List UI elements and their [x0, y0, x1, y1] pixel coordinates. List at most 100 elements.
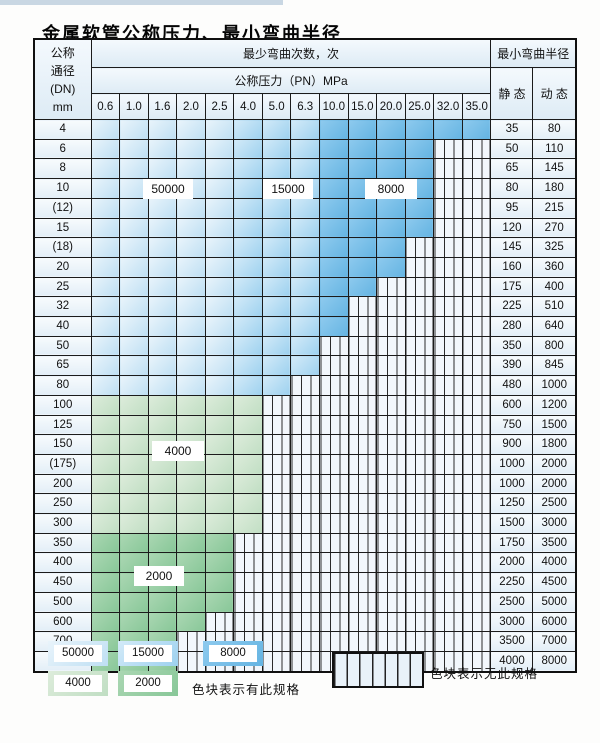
zone-label-4000: 4000 [152, 441, 204, 461]
dn-cell: (18) [33, 237, 92, 258]
nospec-cell [433, 256, 463, 278]
dn-header-cell: 公称 通径 (DN) mm [33, 38, 92, 120]
spec-cell [90, 119, 121, 140]
nospec-cell [376, 631, 406, 652]
spec-cell [176, 591, 206, 613]
nospec-cell [319, 335, 349, 357]
dn-cell: 20 [33, 256, 92, 278]
nospec-cell [461, 473, 492, 495]
spec-cell [119, 256, 149, 278]
spec-cell [204, 138, 235, 160]
spec-cell [90, 591, 121, 613]
spec-cell [461, 119, 492, 140]
nospec-cell [433, 591, 463, 613]
spec-cell [204, 296, 235, 318]
spec-cell [176, 217, 206, 239]
spec-cell [347, 197, 378, 219]
table-row: 40 280 640 [33, 316, 577, 337]
spec-cell [147, 119, 178, 140]
static-cell: 2250 [490, 572, 534, 593]
spec-cell [176, 138, 206, 160]
spec-cell [90, 335, 121, 357]
nospec-cell [290, 375, 320, 396]
spec-cell [204, 276, 235, 298]
nospec-cell [404, 237, 435, 258]
nospec-cell [433, 276, 463, 298]
dynamic-cell: 1800 [532, 434, 577, 455]
table-row: 300 1500 3000 [33, 513, 577, 534]
nospec-cell [319, 355, 349, 377]
spec-cell [147, 335, 178, 357]
dn-cell: 250 [33, 493, 92, 515]
spec-cell [376, 197, 406, 219]
nospec-cell [290, 513, 320, 534]
nospec-cell [347, 611, 378, 633]
dynamic-cell: 3000 [532, 513, 577, 534]
spec-cell [176, 473, 206, 495]
spec-cell [261, 276, 292, 298]
spec-cell [90, 375, 121, 396]
nospec-cell [347, 493, 378, 515]
spec-cell [433, 119, 463, 140]
nospec-cell [433, 611, 463, 633]
spec-cell [319, 178, 349, 199]
static-cell: 900 [490, 434, 534, 455]
spec-cell [290, 197, 320, 219]
spec-cell [347, 158, 378, 180]
nospec-cell [461, 394, 492, 416]
zone-label-15000: 15000 [263, 179, 313, 199]
spec-cell [261, 375, 292, 396]
dynamic-cell: 2000 [532, 453, 577, 475]
dynamic-cell: 400 [532, 276, 577, 298]
nospec-cell [404, 552, 435, 574]
nospec-cell [461, 513, 492, 534]
spec-cell [204, 375, 235, 396]
nospec-cell [347, 631, 378, 652]
spec-cell [90, 493, 121, 515]
nospec-cell [290, 453, 320, 475]
static-cell: 65 [490, 158, 534, 180]
legend-nospec-text: 色块表示无此规格 [430, 667, 539, 681]
table-row: 80 480 1000 [33, 375, 577, 396]
spec-cell [347, 138, 378, 160]
nospec-cell [319, 552, 349, 574]
spec-cell [147, 158, 178, 180]
nospec-cell [404, 453, 435, 475]
spec-cell [119, 591, 149, 613]
spec-cell [119, 276, 149, 298]
spec-cell [90, 296, 121, 318]
nospec-cell [404, 513, 435, 534]
nospec-cell [261, 532, 292, 554]
nospec-cell [433, 237, 463, 258]
table-row: 70035007000 [33, 631, 577, 652]
static-cell: 2500 [490, 591, 534, 613]
spec-cell [233, 237, 263, 258]
nospec-cell [347, 591, 378, 613]
static-cell: 50 [490, 138, 534, 160]
dn-header-line: 公称 [50, 45, 75, 60]
nospec-cell [404, 256, 435, 278]
dynamic-cell: 80 [532, 119, 577, 140]
spec-cell [176, 158, 206, 180]
spec-cell [204, 591, 235, 613]
nospec-cell [204, 611, 235, 633]
nospec-cell [433, 532, 463, 554]
table-row: 4 35 80 [33, 119, 577, 140]
nospec-cell [347, 375, 378, 396]
spec-cell [176, 256, 206, 278]
pressure-header-cell: 公称压力（PN）MPa [90, 67, 492, 94]
table-row: 65 390 845 [33, 355, 577, 377]
spec-cell [119, 178, 149, 199]
nospec-cell [347, 296, 378, 318]
nospec-cell [376, 414, 406, 436]
spec-cell [176, 375, 206, 396]
pn-header-cell: 1.0 [119, 93, 149, 120]
dn-header-line: (DN) [50, 81, 76, 96]
spec-cell [261, 119, 292, 140]
spec-cell [261, 197, 292, 219]
nospec-cell [261, 434, 292, 455]
pn-header-cell: 6.3 [290, 93, 320, 120]
spec-cell [147, 296, 178, 318]
spec-cell [261, 138, 292, 160]
nospec-cell [461, 316, 492, 337]
